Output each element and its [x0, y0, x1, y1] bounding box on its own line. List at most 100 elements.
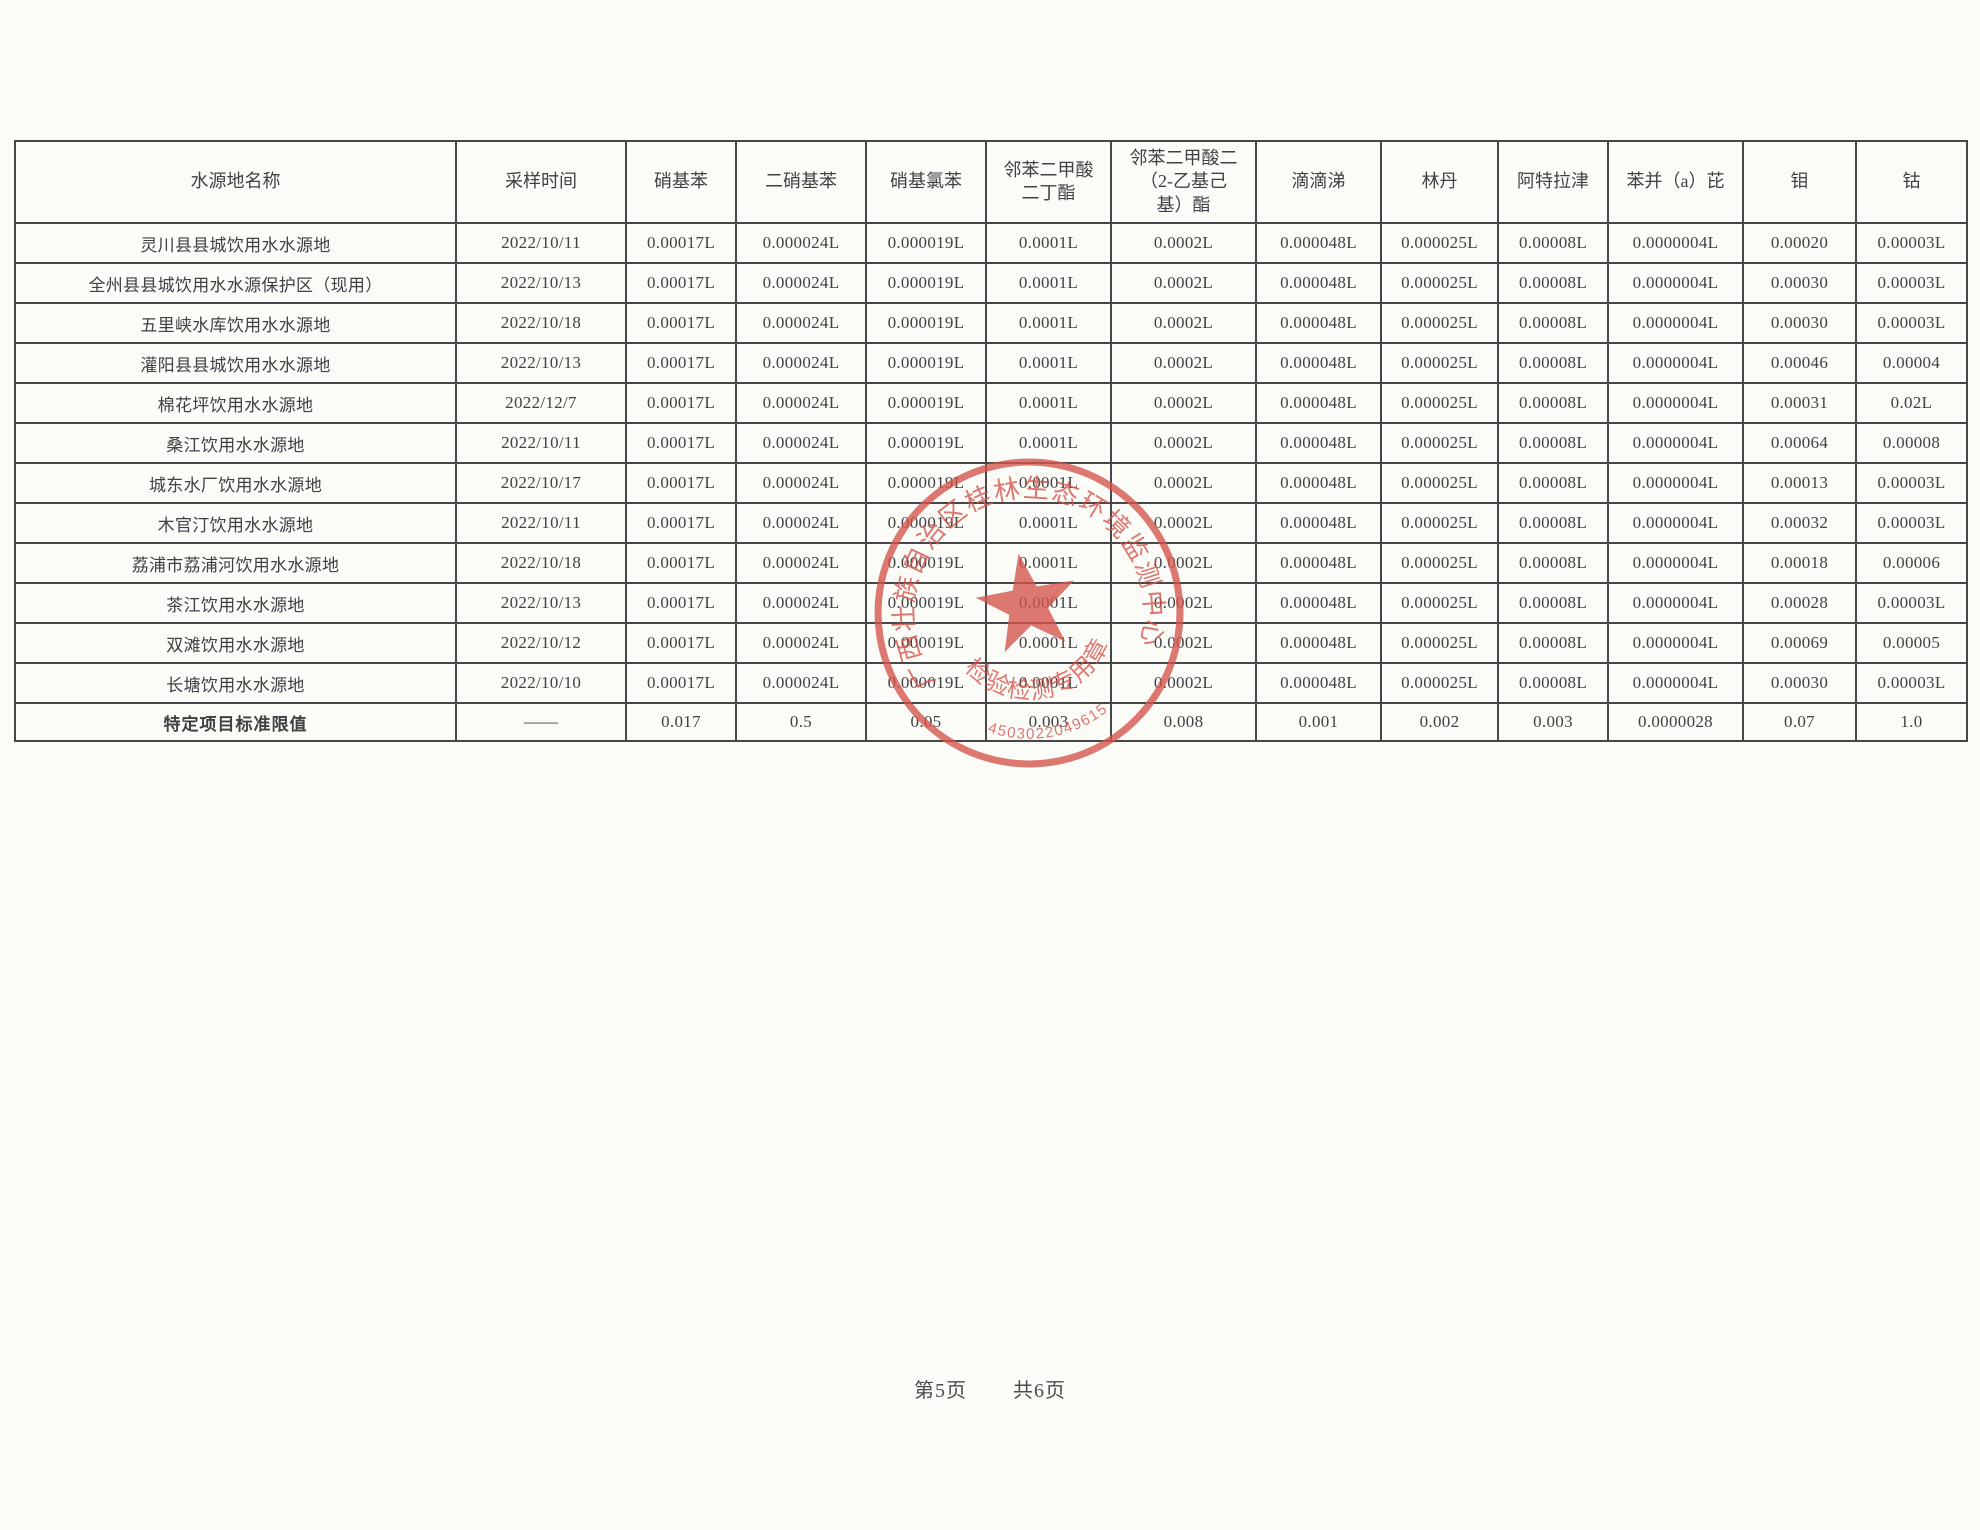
value-cell: 0.000025L [1380, 542, 1499, 584]
value-cell: 0.0000004L [1607, 222, 1744, 264]
value-cell: 0.000025L [1380, 342, 1499, 384]
results-table: 水源地名称 采样时间 硝基苯 二硝基苯 硝基氯苯 邻苯二甲酸 二丁酯 邻苯二甲酸二 （2-乙… [14, 140, 1968, 742]
column-header: 钼 [1742, 140, 1857, 224]
value-cell: 0.00032 [1742, 502, 1857, 544]
value-cell: 0.0000004L [1607, 302, 1744, 344]
value-cell: 0.000019L [865, 262, 987, 304]
value-cell: 0.0001L [985, 342, 1112, 384]
value-cell: 0.00006 [1855, 542, 1968, 584]
value-cell: 0.00008L [1497, 262, 1609, 304]
column-header: 滴滴涕 [1255, 140, 1382, 224]
value-cell: 0.000048L [1255, 542, 1382, 584]
sample-date-cell: 2022/10/11 [455, 502, 627, 544]
value-cell: 0.00008L [1497, 422, 1609, 464]
value-cell: 0.0001L [985, 582, 1112, 624]
value-cell: 0.003 [985, 702, 1112, 742]
sample-date-cell: 2022/10/13 [455, 342, 627, 384]
table-row: 长塘饮用水水源地 2022/10/10 0.00017L 0.000024L 0.000… [14, 662, 1968, 704]
value-cell: 0.000048L [1255, 422, 1382, 464]
value-cell: 0.00003L [1855, 262, 1968, 304]
value-cell: 0.00017L [625, 542, 737, 584]
value-cell: 0.00003L [1855, 662, 1968, 704]
value-cell: 0.000019L [865, 222, 987, 264]
source-name-cell: 桑江饮用水水源地 [14, 422, 457, 464]
source-name-cell: 灌阳县县城饮用水水源地 [14, 342, 457, 384]
sample-date-cell: 2022/10/10 [455, 662, 627, 704]
sample-date-cell: —— [455, 702, 627, 742]
value-cell: 0.000024L [735, 582, 867, 624]
value-cell: 0.000025L [1380, 502, 1499, 544]
sample-date-cell: 2022/10/12 [455, 622, 627, 664]
value-cell: 0.00008L [1497, 382, 1609, 424]
value-cell: 0.000024L [735, 302, 867, 344]
value-cell: 0.0001L [985, 462, 1112, 504]
source-name-cell: 灵川县县城饮用水水源地 [14, 222, 457, 264]
value-cell: 0.0000004L [1607, 262, 1744, 304]
source-name-cell: 五里峡水库饮用水水源地 [14, 302, 457, 344]
value-cell: 0.00017L [625, 342, 737, 384]
column-header: 林丹 [1380, 140, 1499, 224]
table-row: 灌阳县县城饮用水水源地 2022/10/13 0.00017L 0.000024L 0.… [14, 342, 1968, 384]
value-cell: 0.000019L [865, 542, 987, 584]
value-cell: 0.07 [1742, 702, 1857, 742]
value-cell: 0.00017L [625, 662, 737, 704]
value-cell: 0.00030 [1742, 302, 1857, 344]
value-cell: 0.00017L [625, 582, 737, 624]
value-cell: 0.000024L [735, 222, 867, 264]
value-cell: 0.00028 [1742, 582, 1857, 624]
value-cell: 0.000025L [1380, 302, 1499, 344]
value-cell: 0.00003L [1855, 462, 1968, 504]
value-cell: 0.0002L [1110, 222, 1257, 264]
value-cell: 0.000024L [735, 542, 867, 584]
value-cell: 0.000024L [735, 422, 867, 464]
value-cell: 0.00008L [1497, 502, 1609, 544]
value-cell: 0.00003L [1855, 582, 1968, 624]
value-cell: 0.0002L [1110, 622, 1257, 664]
sample-date-cell: 2022/10/11 [455, 222, 627, 264]
source-name-cell: 城东水厂饮用水水源地 [14, 462, 457, 504]
sample-date-cell: 2022/10/18 [455, 542, 627, 584]
sample-date-cell: 2022/10/13 [455, 262, 627, 304]
value-cell: 0.017 [625, 702, 737, 742]
value-cell: 0.00003L [1855, 302, 1968, 344]
value-cell: 0.000024L [735, 382, 867, 424]
value-cell: 0.00008L [1497, 582, 1609, 624]
value-cell: 0.000025L [1380, 222, 1499, 264]
value-cell: 0.00030 [1742, 662, 1857, 704]
value-cell: 0.00008L [1497, 622, 1609, 664]
value-cell: 0.00005 [1855, 622, 1968, 664]
value-cell: 0.00003L [1855, 222, 1968, 264]
value-cell: 0.00017L [625, 382, 737, 424]
value-cell: 0.00008L [1497, 302, 1609, 344]
value-cell: 0.000024L [735, 342, 867, 384]
value-cell: 0.0000004L [1607, 662, 1744, 704]
source-name-cell: 棉花坪饮用水水源地 [14, 382, 457, 424]
value-cell: 0.00030 [1742, 262, 1857, 304]
value-cell: 0.000019L [865, 422, 987, 464]
value-cell: 0.000048L [1255, 222, 1382, 264]
column-header: 采样时间 [455, 140, 627, 224]
value-cell: 0.000024L [735, 622, 867, 664]
value-cell: 0.00069 [1742, 622, 1857, 664]
value-cell: 0.0000004L [1607, 342, 1744, 384]
value-cell: 0.000019L [865, 622, 987, 664]
value-cell: 0.00017L [625, 502, 737, 544]
table-body: 灵川县县城饮用水水源地 2022/10/11 0.00017L 0.000024L 0.… [14, 222, 1968, 742]
value-cell: 0.000019L [865, 462, 987, 504]
table-row: 棉花坪饮用水水源地 2022/12/7 0.00017L 0.000024L 0.000… [14, 382, 1968, 424]
table-row: 全州县县城饮用水水源保护区（现用） 2022/10/13 0.00017L 0.000… [14, 262, 1968, 304]
value-cell: 0.000025L [1380, 662, 1499, 704]
value-cell: 0.0002L [1110, 342, 1257, 384]
value-cell: 0.00013 [1742, 462, 1857, 504]
value-cell: 0.000048L [1255, 502, 1382, 544]
value-cell: 0.00017L [625, 222, 737, 264]
value-cell: 0.0001L [985, 382, 1112, 424]
value-cell: 0.00046 [1742, 342, 1857, 384]
source-name-cell: 木官汀饮用水水源地 [14, 502, 457, 544]
limit-row: 特定项目标准限值 —— 0.017 0.5 0.05 0.003 0.008 0.001 0.0… [14, 702, 1968, 742]
value-cell: 0.003 [1497, 702, 1609, 742]
value-cell: 0.00018 [1742, 542, 1857, 584]
table-row: 木官汀饮用水水源地 2022/10/11 0.00017L 0.000024L 0.00… [14, 502, 1968, 544]
value-cell: 0.0000004L [1607, 422, 1744, 464]
